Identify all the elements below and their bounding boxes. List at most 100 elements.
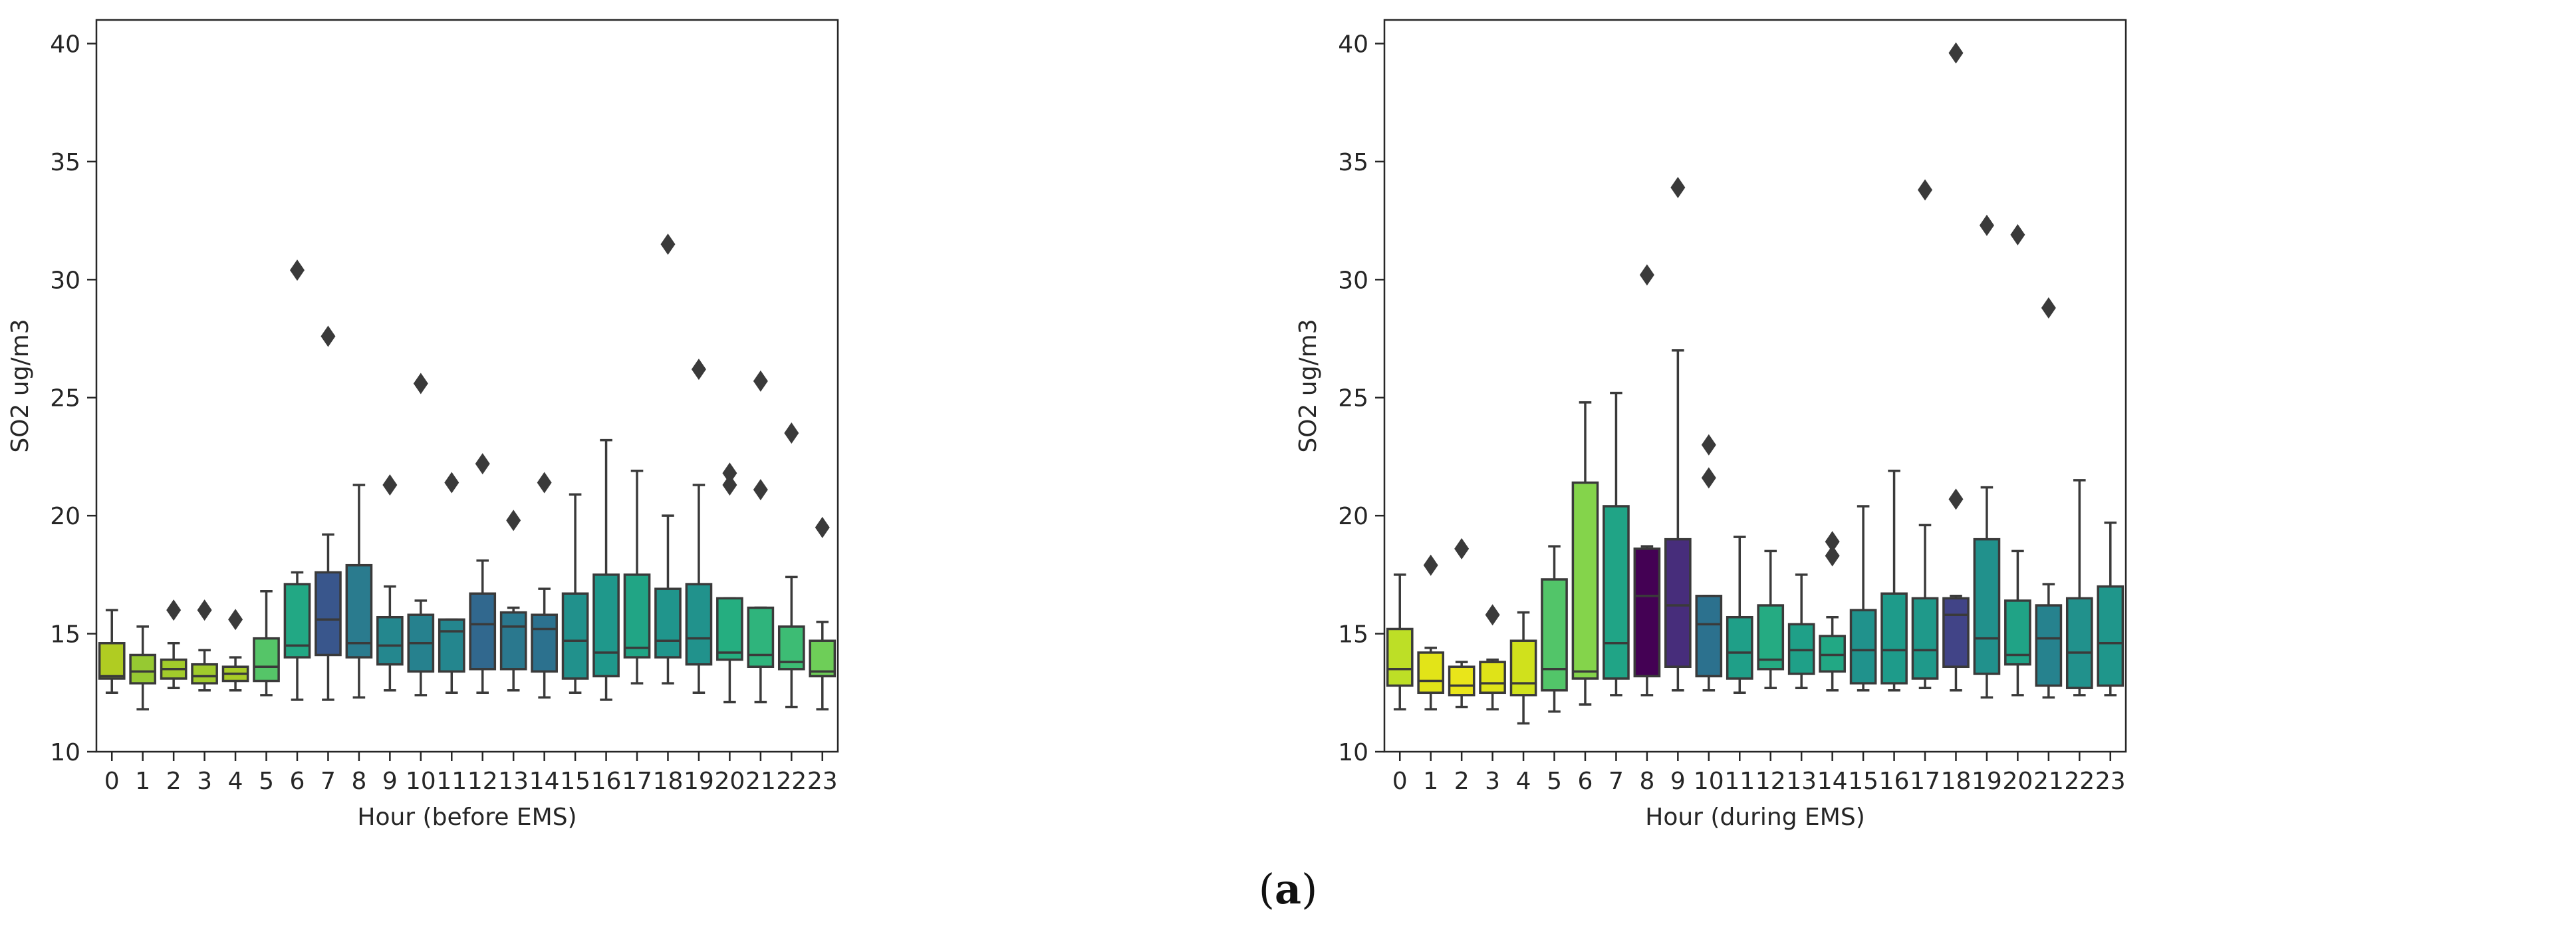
box-group xyxy=(2035,297,2063,699)
box-group xyxy=(253,589,280,697)
box-group xyxy=(1664,176,1692,692)
x-tick-label: 15 xyxy=(560,768,590,795)
box xyxy=(129,653,157,685)
box xyxy=(469,592,497,671)
x-tick-label: 2 xyxy=(1454,768,1470,795)
outlier-point xyxy=(1701,467,1716,489)
box xyxy=(531,613,558,673)
box xyxy=(685,583,713,666)
box-group xyxy=(1479,604,1506,710)
box xyxy=(1849,609,1877,685)
box xyxy=(376,615,404,666)
outlier-point xyxy=(1454,538,1470,559)
x-tick-label: 7 xyxy=(321,768,336,795)
x-tick-label: 4 xyxy=(1516,768,1531,795)
outlier-point xyxy=(1948,488,1964,510)
outlier-point xyxy=(197,599,212,621)
caption-open: ( xyxy=(1258,865,1275,913)
x-tick-label: 22 xyxy=(2064,768,2095,795)
box xyxy=(438,618,465,673)
y-axis-label: SO2 ug/m3 xyxy=(1295,319,1322,452)
x-tick-label: 17 xyxy=(622,768,652,795)
box xyxy=(747,606,775,669)
box-group xyxy=(191,599,218,692)
x-tick-label: 1 xyxy=(135,768,150,795)
x-tick-label: 11 xyxy=(1724,768,1755,795)
box xyxy=(2097,585,2125,687)
box xyxy=(1603,505,1630,680)
box-group xyxy=(221,609,249,692)
x-tick-label: 23 xyxy=(2095,768,2126,795)
x-tick-label: 8 xyxy=(351,768,366,795)
box-group xyxy=(592,438,620,701)
x-tick-label: 10 xyxy=(406,768,436,795)
box-group xyxy=(129,625,157,710)
x-tick-label: 14 xyxy=(529,768,560,795)
x-axis-label: Hour (before EMS) xyxy=(357,804,577,831)
box-group xyxy=(2097,522,2125,697)
outlier-point xyxy=(1639,264,1654,286)
box xyxy=(561,592,589,680)
y-tick-label: 10 xyxy=(1338,739,1368,766)
box-group xyxy=(1942,42,1970,692)
y-tick-label: 15 xyxy=(1338,621,1368,649)
box xyxy=(98,642,126,680)
outlier-point xyxy=(506,510,521,532)
y-tick-label: 20 xyxy=(50,503,80,530)
box-group xyxy=(1571,401,1599,706)
caption-close: ) xyxy=(1301,865,1318,913)
box-group xyxy=(777,422,805,708)
outlier-point xyxy=(2010,224,2025,245)
box-group xyxy=(1973,214,2001,699)
box xyxy=(315,571,342,657)
outlier-point xyxy=(537,472,552,494)
y-tick-label: 35 xyxy=(50,149,80,176)
box-group xyxy=(1603,391,1630,697)
y-tick-label: 35 xyxy=(1338,149,1368,176)
outlier-point xyxy=(1948,42,1964,64)
x-tick-label: 12 xyxy=(1755,768,1786,795)
box-group xyxy=(2004,224,2031,697)
box xyxy=(253,637,280,683)
box xyxy=(654,587,682,659)
x-tick-label: 23 xyxy=(807,768,838,795)
box-group xyxy=(1417,554,1445,710)
box xyxy=(1973,538,2001,675)
x-tick-label: 20 xyxy=(714,768,745,795)
outlier-point xyxy=(2041,297,2056,319)
box-group xyxy=(1541,545,1568,713)
outlier-point xyxy=(321,325,336,347)
x-tick-label: 14 xyxy=(1817,768,1848,795)
x-tick-label: 8 xyxy=(1639,768,1654,795)
box xyxy=(1911,597,1939,680)
outlier-point xyxy=(413,373,428,394)
x-tick-label: 16 xyxy=(1879,768,1910,795)
outlier-point xyxy=(1670,176,1686,198)
box-group xyxy=(2065,479,2093,697)
x-tick-label: 21 xyxy=(745,768,776,795)
box xyxy=(1695,595,1723,678)
outlier-point xyxy=(660,234,676,255)
x-tick-label: 13 xyxy=(498,768,529,795)
outlier-point xyxy=(289,259,305,281)
y-tick-label: 25 xyxy=(1338,385,1368,412)
box xyxy=(1571,481,1599,680)
box xyxy=(809,639,837,678)
box-group xyxy=(1880,469,1908,692)
x-tick-label: 18 xyxy=(1941,768,1972,795)
outlier-point xyxy=(444,472,459,494)
box xyxy=(1787,623,1815,675)
box-group xyxy=(376,474,404,692)
x-tick-label: 22 xyxy=(776,768,807,795)
outlier-point xyxy=(1825,545,1840,567)
box-group xyxy=(160,599,188,689)
box-group xyxy=(623,469,651,685)
box-group xyxy=(716,462,743,704)
x-tick-label: 6 xyxy=(290,768,305,795)
x-tick-label: 4 xyxy=(228,768,243,795)
box xyxy=(499,611,527,671)
x-tick-label: 3 xyxy=(197,768,212,795)
x-tick-label: 0 xyxy=(1392,768,1408,795)
